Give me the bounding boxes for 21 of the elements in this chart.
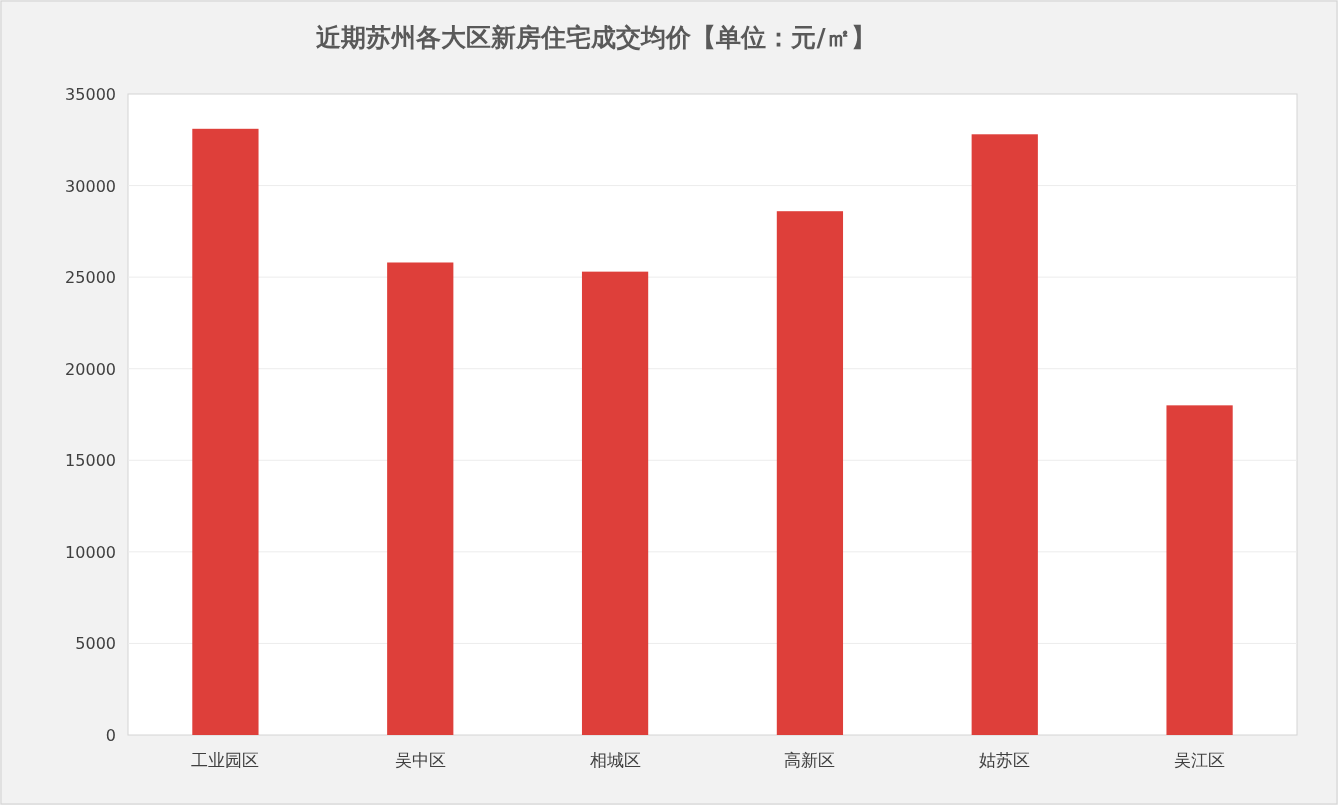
x-tick-label: 相城区 <box>589 750 641 770</box>
bar <box>971 134 1038 735</box>
y-tick-label: 35000 <box>65 85 116 104</box>
x-tick-label: 吴中区 <box>394 750 446 770</box>
y-tick-label: 20000 <box>65 359 116 379</box>
x-tick-label: 高新区 <box>784 750 836 770</box>
y-tick-label: 15000 <box>65 451 116 471</box>
y-tick-label: 10000 <box>65 542 116 562</box>
bar <box>192 128 259 735</box>
x-tick-label: 姑苏区 <box>979 750 1031 770</box>
x-tick-label: 工业园区 <box>191 750 260 770</box>
chart-title: 近期苏州各大区新房住宅成交均价【单位：元/㎡】 <box>316 23 876 52</box>
bar <box>581 271 649 735</box>
y-tick-label: 5000 <box>75 634 116 654</box>
y-tick-label: 0 <box>105 726 116 745</box>
bar <box>387 262 454 735</box>
y-tick-label: 30000 <box>65 176 116 196</box>
bar <box>1166 405 1233 735</box>
x-tick-label: 吴江区 <box>1174 750 1226 770</box>
bar <box>776 211 844 735</box>
y-tick-label: 25000 <box>65 268 116 288</box>
